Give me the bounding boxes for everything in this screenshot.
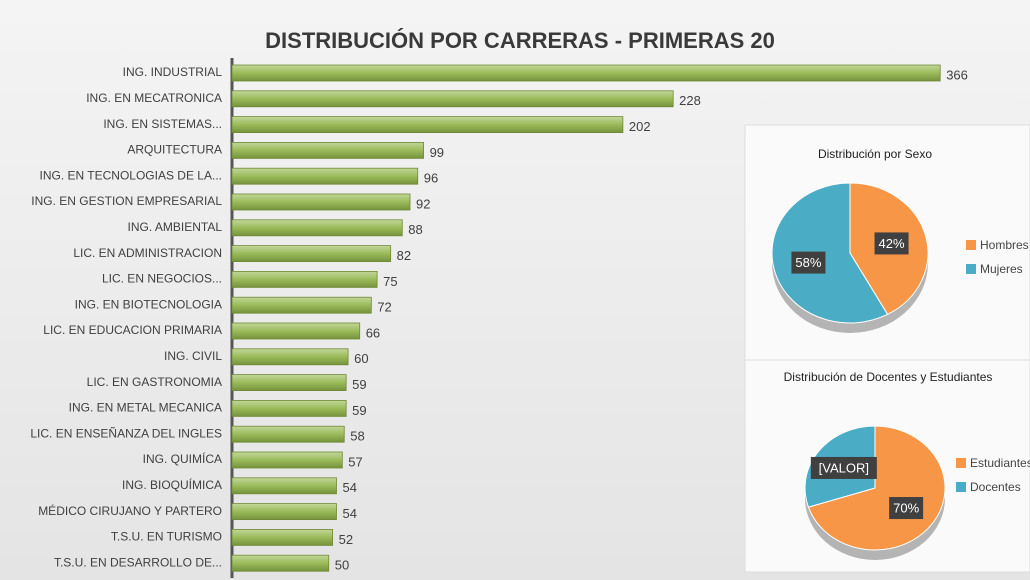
y-tick-label: LIC. EN EDUCACION PRIMARIA [43,323,222,337]
data-label: 58 [350,429,364,444]
y-tick-label: T.S.U. EN DESARROLLO DE... [54,555,222,569]
y-tick-label: ING. AMBIENTAL [128,220,223,234]
bar [231,167,419,185]
data-label: 50 [335,558,349,573]
y-tick-label: LIC. EN NEGOCIOS... [102,272,222,286]
y-tick-label: ING. CIVIL [164,349,222,363]
data-label: 75 [383,274,397,289]
data-label: 54 [342,480,356,495]
data-label: 92 [416,196,430,211]
bar [231,374,347,392]
data-label: 366 [946,67,968,82]
bar [231,451,343,469]
y-tick-label: LIC. EN GASTRONOMIA [87,375,222,389]
legend-label: Mujeres [980,262,1023,276]
data-label: 96 [424,171,438,186]
y-tick-label: ING. QUIMÍCA [143,451,222,466]
data-label: 58% [795,255,821,270]
y-tick-label: ING. EN MECATRONICA [86,91,222,105]
y-tick-label: LIC. EN ENSEÑANZA DEL INGLES [30,426,222,440]
label-box [810,456,877,479]
y-tick-label: ING. EN TECNOLOGIAS DE LA... [40,168,223,182]
chart-title: DISTRIBUCIÓN POR CARRERAS - PRIMERAS 20 [265,28,775,53]
y-tick-label: ARQUITECTURA [127,143,222,157]
bar [231,399,347,417]
chart-title: Distribución de Docentes y Estudiantes [784,370,993,384]
bar [231,90,674,108]
legend-swatch [966,264,976,274]
bar [231,348,349,366]
bar [231,554,330,572]
label-box [889,497,924,520]
legend-label: Hombres [980,238,1029,252]
legend-swatch [966,240,976,250]
data-label: 59 [352,403,366,418]
chart-title: Distribución por Sexo [818,147,932,161]
bar [231,193,411,211]
data-label: 99 [430,145,444,160]
bar [231,116,624,133]
data-label: 60 [354,351,368,366]
legend-swatch [956,458,966,468]
data-label: 66 [366,325,380,340]
y-tick-label: ING. EN SISTEMAS... [103,117,222,131]
data-label: 202 [629,119,651,134]
y-tick-label: T.S.U. EN TURISMO [111,530,222,544]
label-box [874,232,909,255]
data-label: 228 [679,93,701,108]
data-label: 88 [408,222,422,237]
data-label: 72 [377,300,391,315]
y-tick-label: MÉDICO CIRUJANO Y PARTERO [38,503,222,518]
data-label: [VALOR] [819,460,869,475]
bar [231,270,378,288]
legend-swatch [956,482,966,492]
bar [231,219,403,237]
data-label: 42% [879,236,905,251]
pie-slice [771,182,889,324]
bar [231,245,392,263]
y-tick-label: ING. INDUSTRIAL [123,65,223,79]
data-label: 70% [893,500,919,515]
y-tick-label: ING. EN BIOTECNOLOGIA [75,297,222,311]
bar [231,141,424,159]
data-label: 52 [339,532,353,547]
y-tick-label: ING. EN GESTION EMPRESARIAL [31,194,222,208]
data-label: 57 [348,454,362,469]
label-box [791,251,826,274]
bar [231,296,372,314]
y-tick-label: LIC. EN ADMINISTRACION [73,246,222,260]
bar [231,477,337,495]
bar [231,529,334,546]
y-tick-label: ING. EN METAL MECANICA [69,401,222,415]
bar [231,503,337,521]
legend-label: Estudiantes [970,456,1030,470]
bar [231,425,345,443]
bar [231,64,941,82]
legend-label: Docentes [970,480,1021,494]
data-label: 54 [342,506,356,521]
data-label: 82 [397,248,411,263]
y-tick-label: ING. BIOQUÍMICA [122,477,222,492]
data-label: 59 [352,377,366,392]
bar [231,322,361,340]
